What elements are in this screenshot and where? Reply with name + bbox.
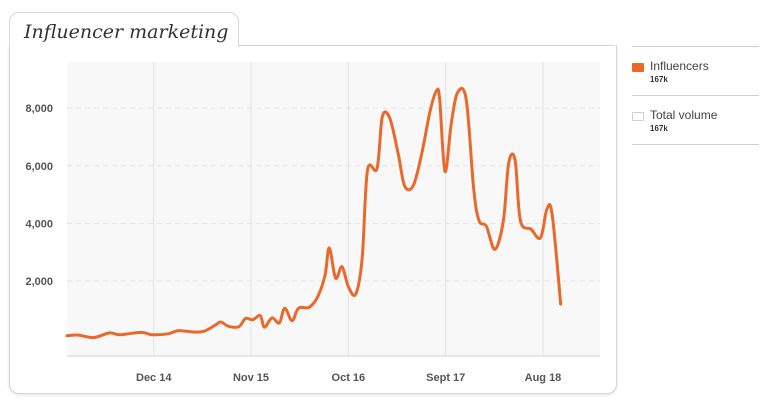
legend-item-total-volume[interactable]: Total volume 167k	[632, 95, 759, 145]
plot-area	[67, 62, 600, 356]
series-line-influencers	[65, 86, 563, 340]
legend-item-influencers[interactable]: Influencers 167k	[632, 46, 759, 95]
y-tick-label: 8,000	[25, 103, 53, 115]
x-tick-label: Sept 17	[426, 372, 465, 384]
legend-label: Influencers	[650, 59, 709, 73]
x-tick-label: Oct 16	[332, 372, 366, 384]
y-tick-label: 4,000	[25, 218, 53, 230]
y-tick-label: 2,000	[25, 276, 53, 288]
legend-count: 167k	[650, 124, 668, 133]
legend-label: Total volume	[650, 108, 718, 122]
chart-title: Influencer marketing	[24, 21, 229, 43]
legend-swatch-total-volume	[632, 112, 644, 121]
y-tick-label: 6,000	[25, 161, 53, 173]
panel-top-border	[237, 45, 615, 46]
legend-swatch-influencers	[632, 63, 644, 72]
x-tick-label: Dec 14	[136, 372, 172, 384]
x-tick-label: Aug 18	[525, 372, 562, 384]
legend-count: 167k	[650, 75, 668, 84]
x-tick-label: Nov 15	[233, 372, 269, 384]
legend: Influencers 167k Total volume 167k	[632, 46, 759, 145]
chart-title-tab: Influencer marketing	[9, 12, 239, 47]
